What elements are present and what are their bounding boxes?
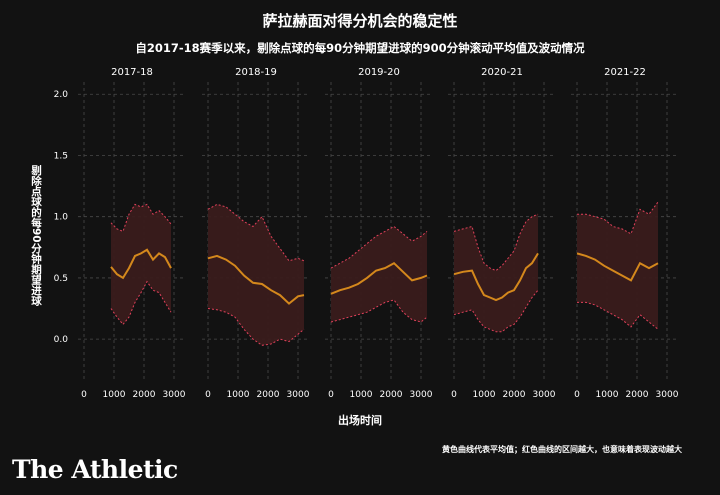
chart-title: 萨拉赫面对得分机会的稳定性	[262, 12, 458, 30]
x-tick-label: 0	[81, 390, 87, 400]
variability-band	[208, 204, 304, 346]
y-tick-label: 1.5	[54, 151, 68, 161]
x-axis-label: 出场时间	[338, 413, 382, 427]
mean-line	[576, 252, 659, 282]
season-label: 2021-22	[604, 67, 646, 78]
x-tick-label: 2000	[626, 390, 649, 400]
x-tick-label: 3000	[163, 390, 186, 400]
x-tick-label: 1000	[596, 390, 619, 400]
x-tick-label: 1000	[103, 390, 126, 400]
season-label: 2018-19	[235, 67, 277, 78]
panel-2021-22	[571, 82, 679, 382]
mean-line	[110, 248, 172, 280]
y-tick-label: 0.0	[54, 335, 69, 345]
variability-band	[577, 202, 658, 330]
upper-bound-line	[110, 203, 172, 233]
mean-line	[330, 261, 428, 295]
mean-line	[453, 252, 539, 302]
lower-bound-line	[207, 308, 305, 346]
variability-band	[111, 204, 171, 325]
panel-2018-19	[202, 82, 310, 382]
x-tick-label: 1000	[227, 390, 250, 400]
lower-bound-line	[330, 299, 428, 323]
x-tick-label: 3000	[287, 390, 310, 400]
lower-bound-line	[453, 289, 539, 333]
upper-bound-line	[330, 225, 428, 269]
upper-bound-line	[577, 201, 659, 235]
the-athletic-logo: The Athletic	[12, 455, 178, 484]
panel-2019-20	[325, 82, 433, 382]
x-tick-label: 2000	[380, 390, 403, 400]
chart-subtitle: 自2017-18赛季以来，剔除点球的每90分钟期望进球的900分钟滚动平均值及波…	[135, 41, 585, 55]
x-tick-label: 0	[451, 390, 457, 400]
panel-2017-18	[78, 82, 186, 382]
x-tick-label: 2000	[133, 390, 156, 400]
x-tick-label: 0	[574, 390, 580, 400]
x-tick-label: 1000	[473, 390, 496, 400]
x-tick-label: 0	[205, 390, 211, 400]
chart-footnote: 黄色曲线代表平均值；红色曲线的区间越大，也意味着表现波动越大	[442, 445, 682, 454]
x-tick-label: 3000	[410, 390, 433, 400]
x-tick-label: 2000	[257, 390, 280, 400]
y-axis-label: 剔除点球的每90分钟期望进球	[30, 164, 42, 306]
mean-line	[207, 254, 305, 305]
y-tick-label: 0.5	[54, 274, 68, 284]
x-tick-label: 2000	[503, 390, 526, 400]
panel-2020-21	[448, 82, 556, 382]
x-tick-label: 3000	[533, 390, 556, 400]
season-label: 2019-20	[358, 67, 400, 78]
variability-band	[331, 226, 427, 322]
variability-band	[454, 214, 538, 332]
y-tick-label: 1.0	[54, 213, 69, 223]
x-tick-label: 3000	[656, 390, 679, 400]
season-label: 2017-18	[111, 67, 153, 78]
y-tick-label: 2.0	[54, 90, 69, 100]
season-label: 2020-21	[481, 67, 523, 78]
x-tick-label: 0	[328, 390, 334, 400]
lower-bound-line	[110, 280, 172, 326]
x-tick-label: 1000	[350, 390, 373, 400]
lower-bound-line	[577, 301, 659, 330]
